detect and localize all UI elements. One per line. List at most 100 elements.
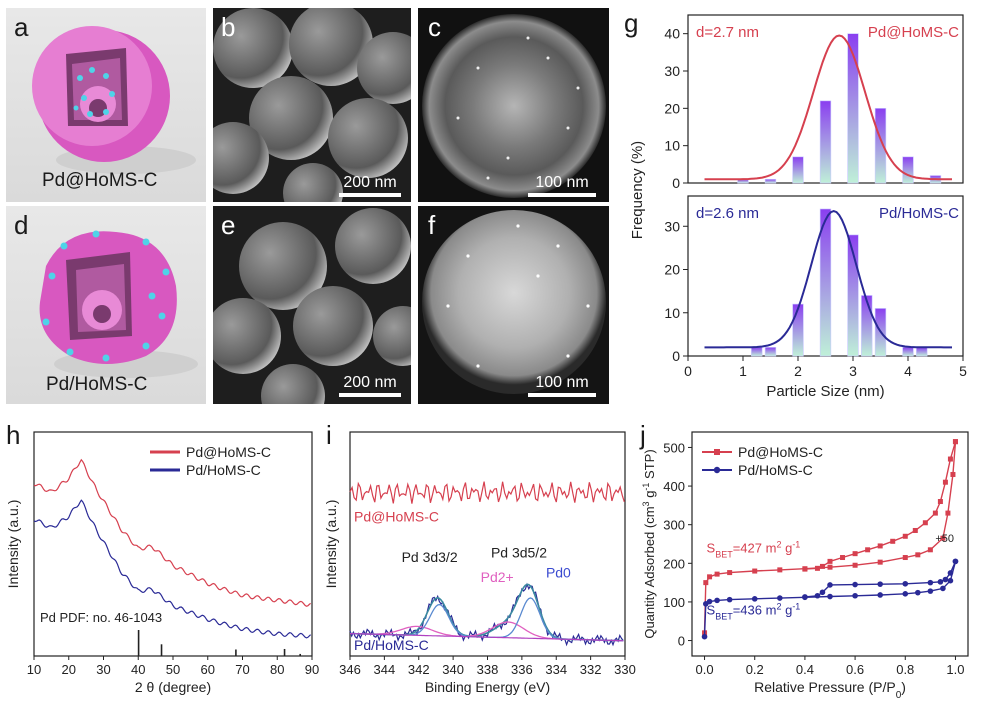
xrd-pattern-line — [33, 458, 311, 607]
panel-d: d Pd/HoMS-C — [6, 206, 206, 404]
x-tick-label: 0.6 — [846, 662, 864, 677]
bet-isotherm-chart: 0 100 200 300 400 500 0.0 0.2 0.4 0.6 0.8 1.0 Relati… — [641, 431, 969, 701]
data-point — [827, 558, 833, 564]
panel-label: e — [221, 210, 236, 240]
data-point — [912, 527, 918, 533]
x-tick-label: 0.0 — [696, 662, 714, 677]
data-point — [726, 596, 733, 603]
data-point — [915, 589, 921, 596]
panel-caption: Pd@HoMS-C — [42, 170, 158, 191]
data-point — [727, 570, 733, 576]
histogram-bar — [902, 156, 914, 184]
data-point — [852, 551, 858, 557]
x-axis-title: Binding Energy (eV) — [425, 679, 550, 695]
xps-baseline — [350, 633, 624, 642]
x-tick-label: 80 — [270, 662, 284, 677]
histogram-bar — [819, 208, 832, 357]
y-tick-label: 30 — [664, 218, 680, 234]
data-point — [777, 595, 783, 601]
data-point — [814, 592, 821, 599]
x-tick-label: 5 — [959, 363, 967, 379]
data-point — [947, 577, 954, 584]
y-axis-title: Intensity (a.u.) — [5, 500, 21, 589]
x-tick-label: 1 — [739, 363, 747, 379]
data-point — [827, 582, 833, 588]
x-tick-label: 0.8 — [896, 662, 914, 677]
x-tick-label: 340 — [442, 662, 464, 677]
data-point — [827, 593, 833, 600]
y-axis-title: Quantity Adsorbed (cm3 g-1 STP) — [641, 449, 657, 638]
data-point — [932, 510, 938, 516]
plot-frame — [691, 431, 969, 657]
y-tick-label: 20 — [664, 100, 680, 116]
data-point — [877, 592, 883, 598]
x-tick-label: 30 — [96, 662, 110, 677]
y-tick-label: 40 — [664, 26, 680, 42]
x-tick-label: 338 — [477, 662, 499, 677]
histogram-bar — [792, 156, 804, 184]
data-point — [714, 571, 720, 577]
x-axis-title: Particle Size (nm) — [766, 383, 884, 400]
data-point — [877, 543, 883, 549]
y-tick-label: 0 — [672, 348, 680, 364]
legend-marker — [714, 449, 720, 455]
y-tick-label: 0 — [672, 175, 680, 191]
x-axis-title: 2 θ (degree) — [135, 679, 211, 695]
data-point — [950, 471, 956, 477]
scale-bar: 200 nm — [339, 374, 401, 397]
y-axis-title: Frequency (%) — [629, 141, 646, 239]
data-point — [927, 579, 934, 586]
data-point — [852, 592, 858, 599]
legend-label: Pd/HoMS-C — [186, 462, 261, 478]
stem-image — [422, 210, 606, 394]
xps-spectrum-line — [349, 481, 625, 504]
series-label: Pd/HoMS-C — [354, 637, 429, 653]
data-point — [902, 555, 908, 561]
panel-e: e 200 nm — [213, 206, 411, 404]
histogram-bar — [861, 295, 873, 357]
data-point — [701, 633, 708, 640]
scale-bar-label: 200 nm — [343, 374, 397, 391]
panel-label: b — [221, 12, 236, 42]
legend-label: Pd@HoMS-C — [186, 444, 271, 460]
histogram-bar — [902, 347, 914, 357]
y-tick-label: 100 — [663, 595, 685, 610]
histogram-bar — [751, 347, 763, 357]
histogram-bar — [764, 347, 777, 357]
size-annotation: d=2.6 nm — [696, 205, 759, 222]
y-tick-label: 20 — [664, 262, 680, 278]
x-tick-label: 0 — [684, 363, 692, 379]
y-tick-label: 10 — [664, 305, 680, 321]
y-tick-label: 10 — [664, 138, 680, 154]
gaussian-fit-line — [704, 210, 952, 349]
panel-b: b 200 nm — [213, 8, 411, 202]
y-tick-label: 400 — [663, 479, 685, 494]
x-tick-label: 342 — [408, 662, 430, 677]
histogram-bar — [792, 303, 804, 357]
scale-bar: 200 nm — [339, 174, 401, 197]
panel-a: a Pd@HoMS-C — [6, 8, 206, 202]
data-point — [937, 579, 944, 585]
data-point — [827, 564, 833, 570]
xps-chart: Pd@HoMS-C Pd/HoMS-C Pd 3d3/2 Pd 3d5/2 Pd2+ Pd… — [323, 431, 636, 695]
size-annotation: d=2.7 nm — [696, 24, 759, 41]
data-point — [940, 585, 946, 592]
panel-label: h — [6, 420, 21, 450]
x-tick-label: 2 — [794, 363, 802, 379]
data-point — [819, 563, 825, 569]
data-point — [947, 456, 953, 462]
histogram-bar — [874, 108, 887, 184]
reference-label: Pd PDF: no. 46-1043 — [40, 610, 162, 625]
x-tick-label: 336 — [511, 662, 533, 677]
data-point — [852, 562, 858, 568]
data-point — [751, 596, 758, 602]
xps-spectrum-line — [349, 582, 624, 647]
y-tick-label: 500 — [663, 440, 685, 455]
data-point — [752, 568, 758, 574]
x-tick-label: 3 — [849, 363, 857, 379]
panel-f: f 100 nm — [418, 206, 609, 404]
scale-bar-label: 200 nm — [343, 174, 397, 191]
plot-frame — [349, 431, 626, 657]
xrd-pattern-line — [33, 499, 312, 639]
peak-label: Pd 3d5/2 — [491, 544, 547, 560]
